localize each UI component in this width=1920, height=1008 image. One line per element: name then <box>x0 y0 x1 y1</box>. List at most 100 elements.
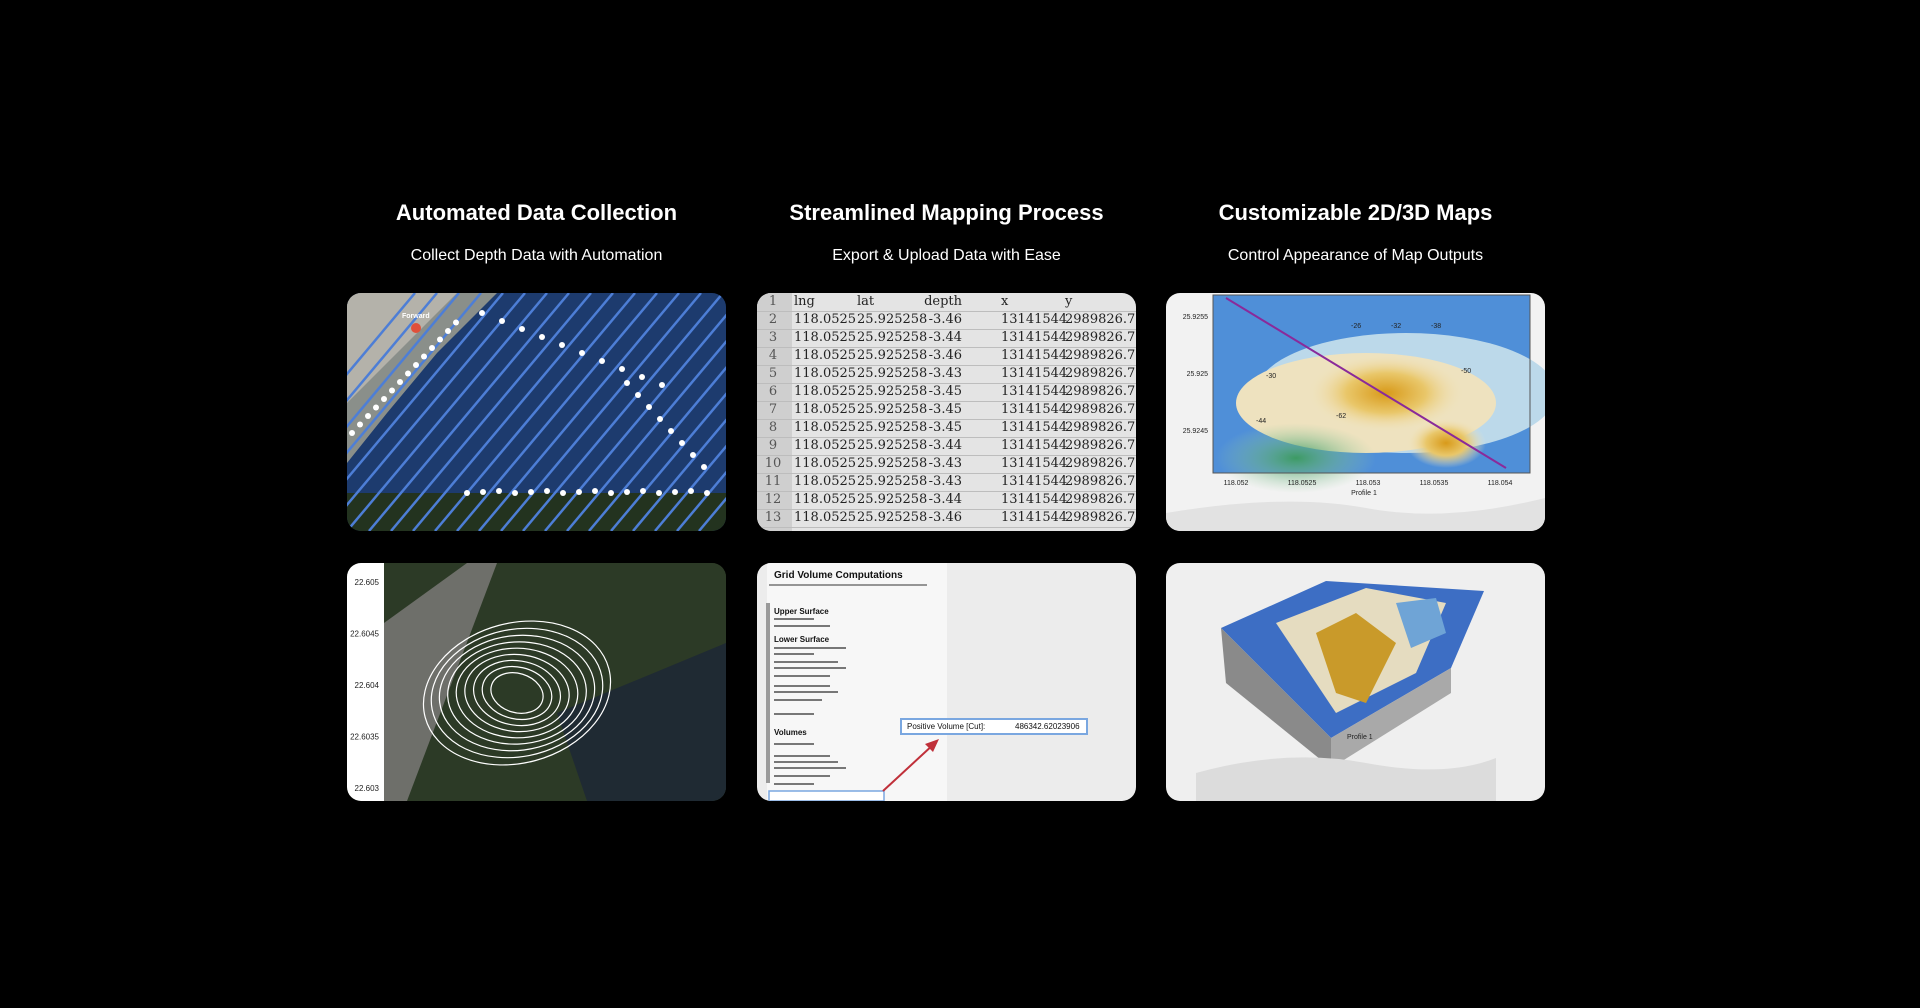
contour <box>447 641 587 745</box>
profile-label: Profile 1 <box>1351 490 1377 497</box>
sheet-cell: 25.925258 <box>857 492 928 507</box>
text-line <box>774 625 830 627</box>
feature-subtitle: Export & Upload Data with Ease <box>832 247 1061 264</box>
contour <box>438 634 596 752</box>
contour-label: -44 <box>1256 418 1266 425</box>
waypoint <box>357 421 363 428</box>
contour <box>472 659 562 727</box>
waypoint <box>576 489 582 495</box>
sheet-cell: 4 <box>768 348 778 363</box>
text-line <box>774 685 830 687</box>
text-line <box>774 618 814 620</box>
sheet-cell: 118.0525 <box>794 492 857 507</box>
waypoint <box>453 319 459 326</box>
y-tick-label: 22.605 <box>355 578 380 587</box>
y-tick-label: 25.925 <box>1187 371 1209 378</box>
sheet-cell: 118.0525 <box>794 312 857 327</box>
sheet-cell: 13141544 <box>1001 312 1068 327</box>
text-line <box>774 647 846 649</box>
sheet-row: 1 lng lat depth x y <box>757 293 1136 312</box>
y-tick-label: 25.9245 <box>1183 428 1208 435</box>
sheet-row: 11 118.0525 25.925258 -3.43 13141544 2989826.… <box>757 473 1136 492</box>
waypoint <box>690 452 696 458</box>
feature-subtitle: Collect Depth Data with Automation <box>410 247 663 264</box>
waypoint <box>592 488 598 494</box>
contour <box>430 627 604 759</box>
text-line <box>774 691 838 693</box>
sheet-cell: 25.925258 <box>857 330 928 345</box>
spreadsheet-image: 1 lng lat depth x y 2 118.0525 25.925258 -3.46 131… <box>757 293 1136 531</box>
sheet-cell: 13 <box>764 510 782 525</box>
waypoint <box>421 353 427 360</box>
text-line <box>774 653 814 655</box>
survey-line <box>347 293 460 429</box>
feature-subtitle: Control Appearance of Map Outputs <box>1227 247 1484 264</box>
sheet-cell: -3.46 <box>928 348 962 363</box>
contour-label: -50 <box>1461 368 1471 375</box>
sheet-cell: -3.45 <box>928 402 962 417</box>
sheet-cell: -3.43 <box>928 366 962 381</box>
sheet-cell: 25.925258 <box>857 420 928 435</box>
sheet-cell: 13141544 <box>1001 402 1068 417</box>
sheet-cell: 9 <box>768 438 778 453</box>
sheet-cell: 118.0525 <box>794 384 857 399</box>
sheet-cell: 2989826.7 <box>1065 402 1136 417</box>
sheet-cell: 25.925258 <box>857 510 928 525</box>
contour <box>464 653 570 733</box>
text-line <box>774 775 830 777</box>
sheet-cell: depth <box>924 294 962 309</box>
sheet-row: 12 118.0525 25.925258 -3.44 13141544 2989826.… <box>757 491 1136 510</box>
waypoint <box>679 440 685 446</box>
survey-line <box>412 293 614 531</box>
sheet-cell: 2989826.7 <box>1065 456 1136 471</box>
sheet-cell: 13141544 <box>1001 438 1068 453</box>
survey-line <box>588 366 726 531</box>
sheet-row: 5 118.0525 25.925258 -3.43 13141544 2989826.7 <box>757 365 1136 384</box>
sheet-cell: 25.925258 <box>857 366 928 381</box>
contour <box>455 647 579 739</box>
contour-label: -26 <box>1351 323 1361 330</box>
sheet-cell: 13141544 <box>1001 474 1068 489</box>
waypoint <box>668 428 674 434</box>
contour-map: 22.605 22.6045 22.604 22.6035 22.603 <box>347 563 726 801</box>
sheet-cell: -3.44 <box>928 438 962 453</box>
x-tick-label: 118.053 <box>1356 480 1381 487</box>
sheet-cell: 2989826.7 <box>1065 510 1136 525</box>
waypoint <box>624 489 630 495</box>
sheet-cell: 6 <box>768 384 778 399</box>
waypoint <box>704 490 710 496</box>
sheet-cell: 2989826.7 <box>1065 330 1136 345</box>
sheet-cell: 2989826.7 <box>1065 492 1136 507</box>
x-tick-label: 118.0535 <box>1420 480 1449 487</box>
sheet-cell: 118.0525 <box>794 474 857 489</box>
survey-line <box>566 339 726 531</box>
route-map: Forward <box>347 293 726 531</box>
report-section: Volumes <box>774 728 807 737</box>
waypoint <box>373 404 379 411</box>
text-line <box>774 667 846 669</box>
x-tick-label: 118.0525 <box>1288 480 1317 487</box>
waypoint <box>599 358 605 364</box>
sheet-cell: 5 <box>768 366 778 381</box>
survey-line <box>347 293 526 507</box>
contour-label: -62 <box>1336 413 1346 420</box>
waypoint <box>635 392 641 398</box>
sheet-cell: 2989826.7 <box>1065 420 1136 435</box>
survey-line <box>347 293 504 481</box>
sheet-cell: 25.925258 <box>857 456 928 471</box>
contour-image: 22.605 22.6045 22.604 22.6035 22.603 <box>347 563 726 801</box>
sheet-cell: 118.0525 <box>794 348 857 363</box>
feature-title: Streamlined Mapping Process <box>789 200 1104 225</box>
survey-line <box>390 293 592 531</box>
sheet-cell: 3 <box>768 330 778 345</box>
map3d: Profile 1 <box>1196 581 1496 801</box>
sheet-cell: 118.0525 <box>794 402 857 417</box>
waypoint <box>349 430 355 436</box>
waypoint <box>657 416 663 422</box>
sheet-cell: 13141544 <box>1001 366 1068 381</box>
sheet-cell: 2989826.7 <box>1065 348 1136 363</box>
y-tick-label: 22.603 <box>355 784 380 793</box>
waypoint <box>405 370 411 377</box>
sheet-cell: 2989826.7 <box>1065 474 1136 489</box>
waypoint <box>560 490 566 496</box>
